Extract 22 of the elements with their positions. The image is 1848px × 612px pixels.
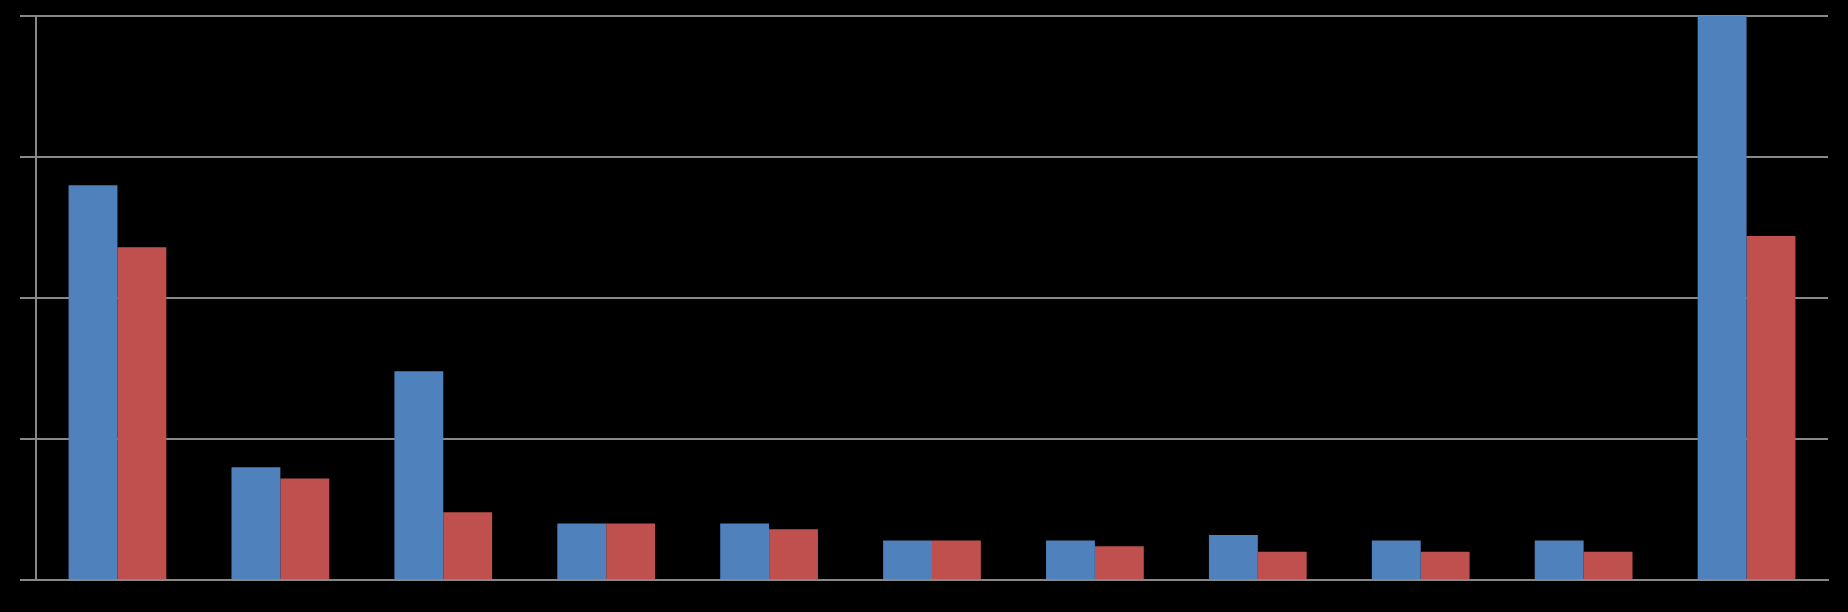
bar xyxy=(720,523,770,579)
bar xyxy=(1746,235,1796,579)
bar xyxy=(1534,540,1584,579)
bar xyxy=(1420,551,1470,579)
bar xyxy=(1094,546,1144,579)
bar xyxy=(557,523,607,579)
bar xyxy=(117,247,167,579)
bar xyxy=(932,540,981,579)
bar xyxy=(1046,540,1095,579)
bar xyxy=(280,478,330,579)
bar xyxy=(1257,551,1307,579)
bar xyxy=(394,371,444,579)
bar xyxy=(606,523,656,579)
bar xyxy=(1371,540,1421,579)
bar xyxy=(769,529,818,579)
bar xyxy=(68,185,118,579)
bar xyxy=(231,467,281,579)
bar xyxy=(1697,16,1747,579)
bar xyxy=(1583,551,1633,579)
bar xyxy=(443,512,493,579)
bar xyxy=(883,540,932,579)
bar xyxy=(1208,534,1258,579)
